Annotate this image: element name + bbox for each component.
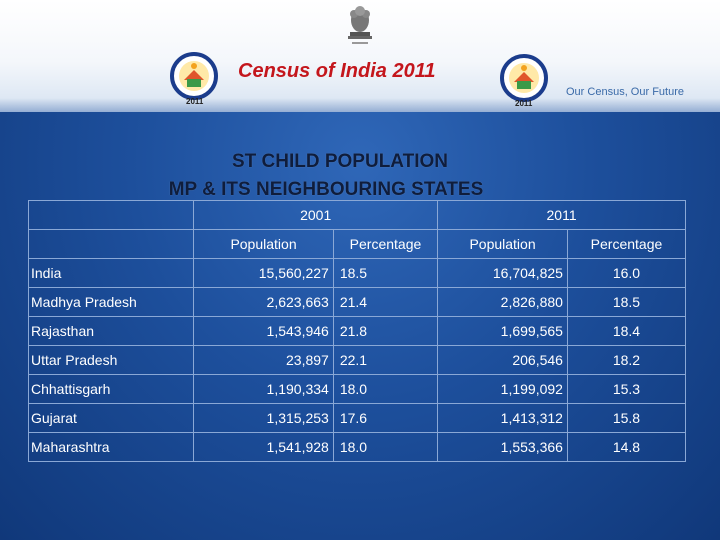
population-2011: 1,413,312 [437,403,568,433]
percentage-2011: 15.3 [566,374,687,404]
population-2011: 1,199,092 [437,374,568,404]
state-name: Gujarat [27,403,195,433]
percentage-2001: 22.1 [332,345,439,375]
header-corner-cell [27,200,195,230]
percentage-2001-header: Percentage [332,229,439,259]
table-row: Chhattisgarh 1,190,334 18.0 1,199,092 15… [27,374,687,404]
census-logo-icon [170,52,218,100]
population-2001: 1,190,334 [193,374,334,404]
table-row: Madhya Pradesh 2,623,663 21.4 2,826,880 … [27,287,687,317]
state-name: India [27,258,195,288]
slide-title-line2: MP & ITS NEIGHBOURING STATES [168,179,484,200]
census-logo-icon [500,54,548,102]
tagline: Our Census, Our Future [566,86,684,98]
population-2001: 1,541,928 [193,432,334,462]
population-2011: 1,553,366 [437,432,568,462]
percentage-2001: 17.6 [332,403,439,433]
table-row: Uttar Pradesh 23,897 22.1 206,546 18.2 [27,345,687,375]
population-2011: 206,546 [437,345,568,375]
percentage-2001: 18.0 [332,374,439,404]
population-2001: 1,543,946 [193,316,334,346]
percentage-2001: 21.4 [332,287,439,317]
table-row: Gujarat 1,315,253 17.6 1,413,312 15.8 [27,403,687,433]
percentage-2011: 14.8 [566,432,687,462]
percentage-2011: 15.8 [566,403,687,433]
state-name: Rajasthan [27,316,195,346]
population-2001-header: Population [193,229,334,259]
year-2001-header: 2001 [193,200,439,230]
population-2001: 23,897 [193,345,334,375]
subheader-corner-cell [27,229,195,259]
percentage-2001: 18.0 [332,432,439,462]
national-emblem-icon [348,6,372,44]
slide-title-line1: ST CHILD POPULATION [231,151,449,172]
population-2001: 15,560,227 [193,258,334,288]
percentage-2001: 18.5 [332,258,439,288]
percentage-2001: 21.8 [332,316,439,346]
percentage-2011: 18.2 [566,345,687,375]
population-2001: 2,623,663 [193,287,334,317]
subheader-row: Population Percentage Population Percent… [27,229,687,259]
percentage-2011: 18.5 [566,287,687,317]
percentage-2011: 18.4 [566,316,687,346]
percentage-2011: 16.0 [566,258,687,288]
year-header-row: 2001 2011 [27,200,686,230]
state-name: Maharashtra [27,432,195,462]
population-table: 2001 2011 Population Percentage Populati… [27,200,687,462]
state-name: Uttar Pradesh [27,345,195,375]
year-2011-header: 2011 [437,200,686,230]
table-row: Maharashtra 1,541,928 18.0 1,553,366 14.… [27,432,687,462]
state-name: Madhya Pradesh [27,287,195,317]
census-title: Census of India 2011 [238,60,436,82]
logo-year-right: 2011 [515,99,533,108]
population-2011: 2,826,880 [437,287,568,317]
population-2001: 1,315,253 [193,403,334,433]
logo-year-left: 2011 [186,97,204,106]
population-2011: 16,704,825 [437,258,568,288]
table-row: India 15,560,227 18.5 16,704,825 16.0 [27,258,687,288]
state-name: Chhattisgarh [27,374,195,404]
population-2011-header: Population [437,229,568,259]
population-2011: 1,699,565 [437,316,568,346]
percentage-2011-header: Percentage [566,229,687,259]
slide-title: ST CHILD POPULATION MP & ITS NEIGHBOURIN… [0,148,720,204]
table-row: Rajasthan 1,543,946 21.8 1,699,565 18.4 [27,316,687,346]
